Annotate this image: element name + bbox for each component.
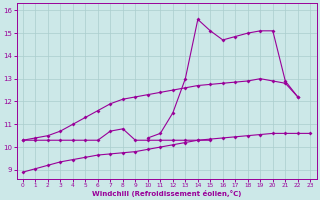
X-axis label: Windchill (Refroidissement éolien,°C): Windchill (Refroidissement éolien,°C) xyxy=(92,190,241,197)
